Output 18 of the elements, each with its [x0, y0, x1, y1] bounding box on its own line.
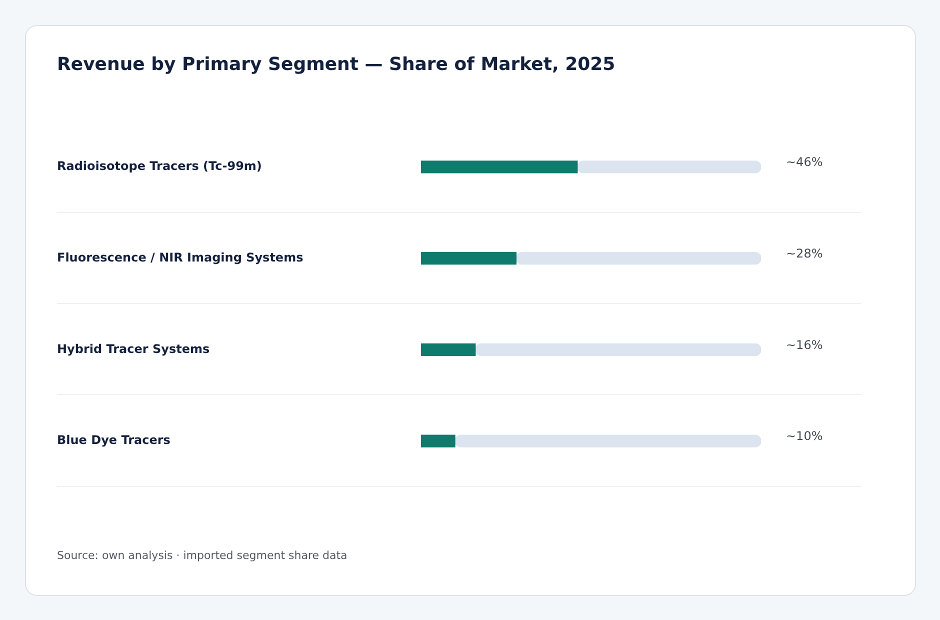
y-tick-label: Hybrid Tracer Systems: [57, 342, 210, 356]
data-label: ~16%: [786, 338, 823, 352]
source-note: Source: own analysis · imported segment share data: [57, 549, 348, 562]
bar: [421, 434, 456, 448]
y-tick-label: Fluorescence / NIR Imaging Systems: [57, 250, 304, 264]
y-tick-label: Radioisotope Tracers (Tc-99m): [57, 159, 262, 174]
bar: [421, 160, 578, 174]
data-label: ~46%: [786, 155, 823, 170]
y-tick-label: Blue Dye Tracers: [57, 433, 170, 448]
bar: [516, 252, 761, 265]
bar: [475, 343, 761, 356]
bar: [577, 160, 761, 174]
data-label: ~28%: [786, 246, 823, 260]
data-label: ~10%: [786, 429, 823, 444]
bar: [421, 252, 517, 265]
chart-title: Revenue by Primary Segment — Share of Market, 2025: [57, 54, 616, 75]
bar: [454, 434, 761, 448]
bar: [421, 343, 476, 356]
